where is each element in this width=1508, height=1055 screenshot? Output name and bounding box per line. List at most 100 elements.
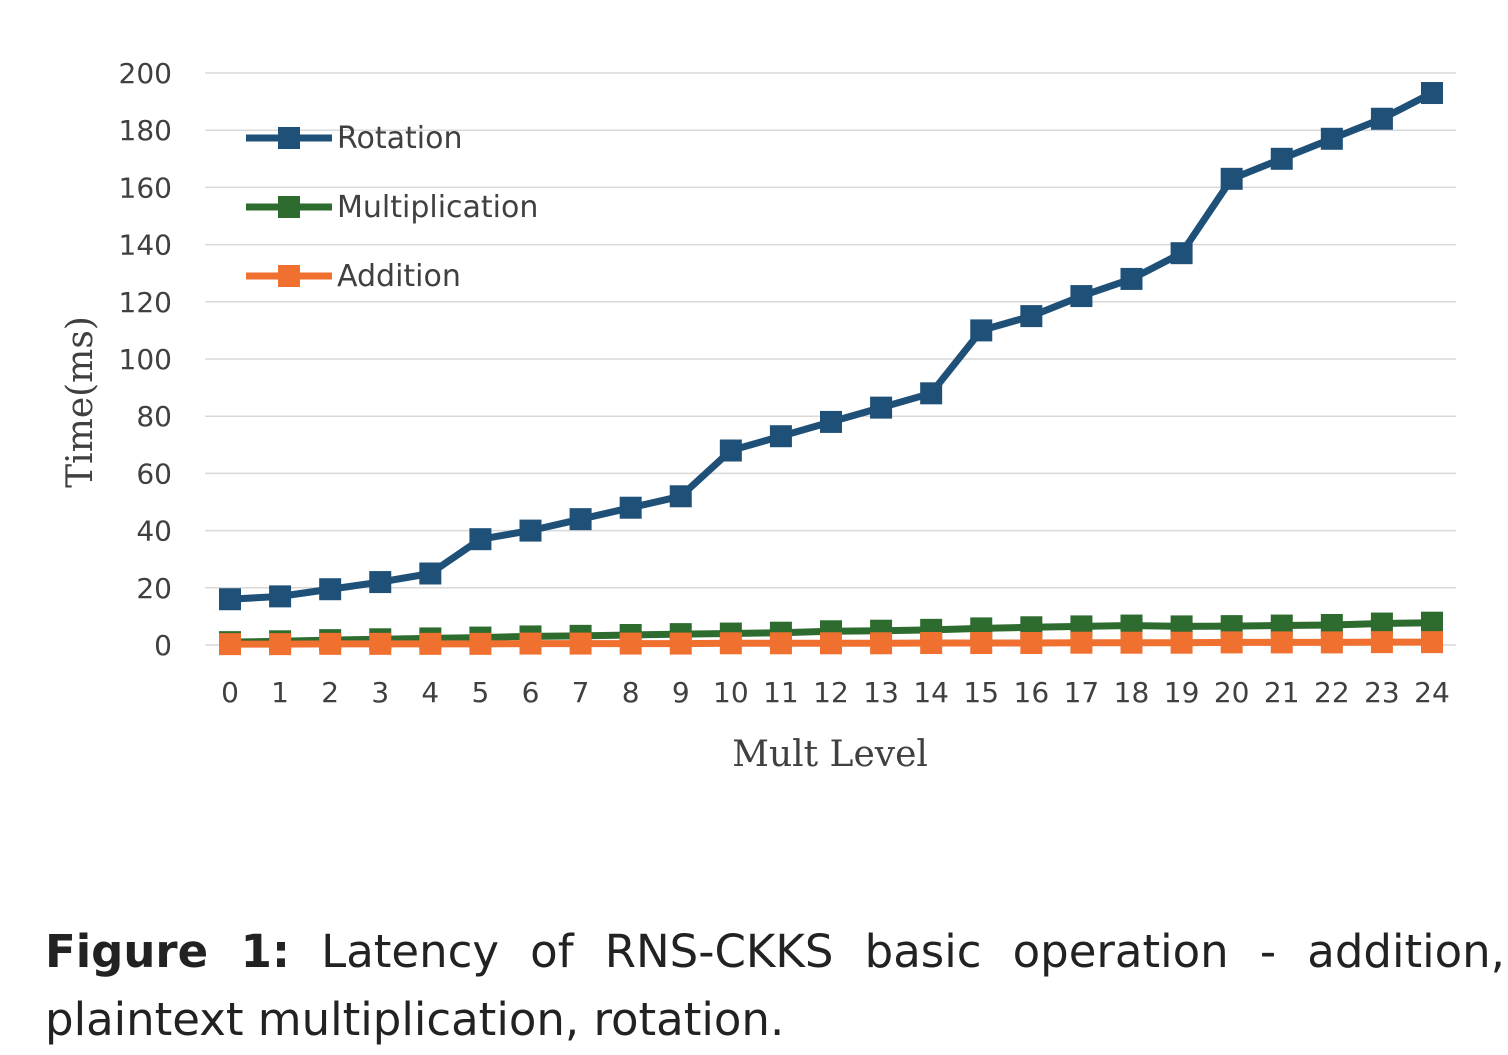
rotation-point bbox=[719, 439, 742, 462]
addition-point bbox=[970, 631, 993, 654]
gridlines bbox=[205, 72, 1456, 646]
y-tick-label: 60 bbox=[136, 457, 172, 490]
y-tick-label: 20 bbox=[136, 572, 172, 605]
rotation-point bbox=[1270, 147, 1293, 170]
x-tick-label: 16 bbox=[1014, 676, 1050, 709]
x-tick-label: 21 bbox=[1264, 676, 1300, 709]
addition-point bbox=[569, 632, 592, 655]
addition-point bbox=[1370, 631, 1393, 654]
addition-point bbox=[920, 631, 943, 654]
addition-point bbox=[619, 632, 642, 655]
legend-item-addition: Addition bbox=[246, 259, 461, 294]
legend-item-rotation: Rotation bbox=[246, 121, 462, 156]
multiplication-point bbox=[1421, 611, 1443, 634]
x-tick-label: 13 bbox=[863, 676, 899, 709]
rotation-point bbox=[1070, 285, 1093, 308]
addition-point bbox=[1070, 631, 1093, 654]
addition-point bbox=[1421, 631, 1443, 654]
rotation-point bbox=[569, 508, 592, 531]
series-rotation bbox=[219, 82, 1443, 611]
figure-caption: Figure 1: Latency of RNS-CKKS basic oper… bbox=[45, 918, 1505, 1054]
addition-point bbox=[1270, 631, 1293, 654]
rotation-point bbox=[1320, 127, 1343, 150]
rotation-point bbox=[219, 588, 241, 611]
x-tick-label: 23 bbox=[1364, 676, 1400, 709]
x-tick-label: 4 bbox=[421, 676, 439, 709]
x-tick-label: 8 bbox=[622, 676, 640, 709]
legend-marker bbox=[278, 127, 300, 149]
x-tick-label: 18 bbox=[1114, 676, 1150, 709]
rotation-point bbox=[1020, 305, 1043, 328]
y-tick-label: 180 bbox=[119, 114, 172, 147]
addition-point bbox=[219, 633, 241, 656]
legend-marker bbox=[278, 196, 300, 218]
legend-item-multiplication: Multiplication bbox=[246, 190, 538, 225]
x-tick-label: 2 bbox=[321, 676, 339, 709]
y-axis-label: Time(ms) bbox=[60, 316, 101, 488]
addition-point bbox=[769, 632, 792, 655]
x-tick-label: 10 bbox=[713, 676, 749, 709]
x-tick-label: 19 bbox=[1164, 676, 1200, 709]
legend: Rotation Multiplication Addition bbox=[246, 121, 538, 294]
x-tick-label: 12 bbox=[813, 676, 849, 709]
addition-point bbox=[1020, 631, 1043, 654]
y-tick-label: 200 bbox=[119, 57, 172, 90]
rotation-line bbox=[229, 89, 1434, 603]
rotation-point bbox=[1170, 242, 1193, 265]
rotation-point bbox=[469, 528, 492, 551]
multiplication-point bbox=[1120, 614, 1143, 637]
x-tick-label: 20 bbox=[1214, 676, 1250, 709]
addition-point bbox=[469, 632, 492, 655]
y-tick-label: 40 bbox=[136, 515, 172, 548]
addition-point bbox=[870, 632, 893, 655]
x-tick-label: 15 bbox=[963, 676, 999, 709]
rotation-point bbox=[419, 562, 442, 585]
y-tick-label: 80 bbox=[136, 400, 172, 433]
addition-point bbox=[1220, 631, 1243, 654]
rotation-point bbox=[769, 425, 792, 448]
x-tick-label: 11 bbox=[763, 676, 799, 709]
legend-marker bbox=[278, 265, 300, 287]
addition-point bbox=[1170, 631, 1193, 654]
x-tick-label: 24 bbox=[1414, 676, 1450, 709]
caption-text: Latency of RNS-CKKS basic operation - ad… bbox=[45, 925, 1505, 1046]
y-tick-label: 160 bbox=[119, 171, 172, 204]
rotation-point bbox=[619, 496, 642, 519]
series-layer bbox=[219, 82, 1443, 656]
rotation-point bbox=[519, 519, 542, 542]
rotation-point bbox=[269, 585, 292, 608]
addition-point bbox=[1320, 631, 1343, 654]
addition-point bbox=[319, 632, 342, 655]
figure-label: Figure 1: bbox=[45, 925, 290, 978]
y-tick-label: 0 bbox=[154, 629, 172, 662]
addition-point bbox=[669, 632, 692, 655]
multiplication-point bbox=[1370, 612, 1393, 635]
x-axis-label: Mult Level bbox=[732, 734, 928, 775]
x-tick-label: 22 bbox=[1314, 676, 1350, 709]
addition-point bbox=[1120, 631, 1143, 654]
rotation-point bbox=[319, 578, 342, 601]
x-tick-label: 17 bbox=[1064, 676, 1100, 709]
rotation-point bbox=[870, 396, 893, 419]
rotation-point bbox=[1220, 167, 1243, 190]
legend-label: Rotation bbox=[337, 121, 462, 156]
rotation-point bbox=[1370, 107, 1393, 130]
addition-point bbox=[369, 632, 392, 655]
addition-point bbox=[820, 632, 842, 655]
x-tick-label: 5 bbox=[472, 676, 490, 709]
rotation-point bbox=[1120, 267, 1143, 290]
x-tick-label: 3 bbox=[371, 676, 389, 709]
y-axis-ticks: 0 20 40 60 80 100 120 140 160 180 200 bbox=[119, 57, 172, 662]
legend-label: Addition bbox=[337, 259, 461, 294]
addition-point bbox=[419, 632, 442, 655]
multiplication-point bbox=[1270, 614, 1293, 637]
addition-point bbox=[269, 633, 292, 656]
multiplication-point bbox=[1320, 613, 1343, 636]
y-tick-label: 140 bbox=[119, 229, 172, 262]
rotation-point bbox=[920, 382, 943, 405]
rotation-point bbox=[970, 319, 993, 342]
x-tick-label: 7 bbox=[572, 676, 590, 709]
rotation-point bbox=[820, 410, 842, 433]
addition-point bbox=[519, 632, 542, 655]
